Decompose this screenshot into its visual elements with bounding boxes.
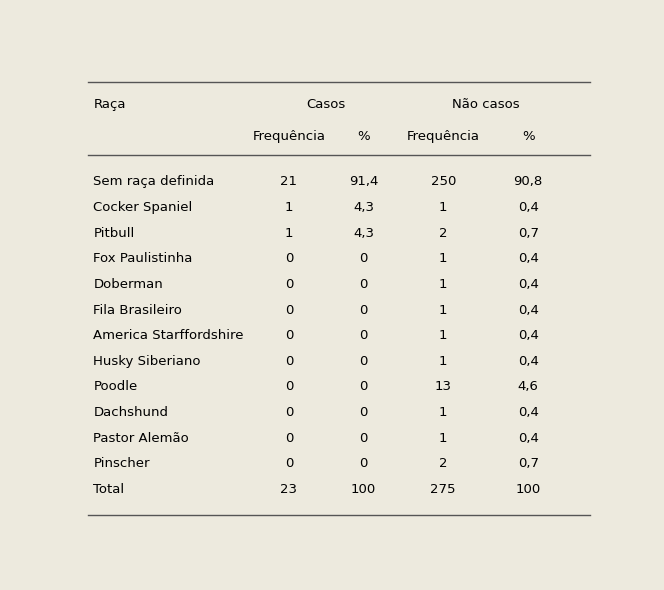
Text: Não casos: Não casos	[452, 99, 519, 112]
Text: 90,8: 90,8	[513, 175, 542, 188]
Text: Total: Total	[93, 483, 124, 496]
Text: Frequência: Frequência	[252, 130, 325, 143]
Text: 0,4: 0,4	[518, 406, 539, 419]
Text: 0: 0	[359, 355, 368, 368]
Text: 0,4: 0,4	[518, 329, 539, 342]
Text: 0,4: 0,4	[518, 355, 539, 368]
Text: 1: 1	[439, 432, 448, 445]
Text: Husky Siberiano: Husky Siberiano	[93, 355, 201, 368]
Text: 0: 0	[359, 304, 368, 317]
Text: 1: 1	[285, 201, 293, 214]
Text: 0: 0	[285, 457, 293, 470]
Text: 0: 0	[285, 432, 293, 445]
Text: 0: 0	[285, 406, 293, 419]
Text: Pastor Alemão: Pastor Alemão	[93, 432, 189, 445]
Text: America Starffordshire: America Starffordshire	[93, 329, 244, 342]
Text: Pinscher: Pinscher	[93, 457, 150, 470]
Text: 0,4: 0,4	[518, 432, 539, 445]
Text: 1: 1	[285, 227, 293, 240]
Text: %: %	[522, 130, 535, 143]
Text: 0: 0	[285, 253, 293, 266]
Text: 0: 0	[359, 329, 368, 342]
Text: 0: 0	[285, 304, 293, 317]
Text: 0: 0	[285, 381, 293, 394]
Text: 1: 1	[439, 278, 448, 291]
Text: 100: 100	[351, 483, 376, 496]
Text: 100: 100	[515, 483, 540, 496]
Text: 0,4: 0,4	[518, 201, 539, 214]
Text: Dachshund: Dachshund	[93, 406, 168, 419]
Text: 1: 1	[439, 253, 448, 266]
Text: 0,4: 0,4	[518, 278, 539, 291]
Text: 0: 0	[359, 457, 368, 470]
Text: Poodle: Poodle	[93, 381, 137, 394]
Text: 250: 250	[430, 175, 456, 188]
Text: 1: 1	[439, 304, 448, 317]
Text: 0: 0	[285, 329, 293, 342]
Text: 91,4: 91,4	[349, 175, 378, 188]
Text: 4,3: 4,3	[353, 201, 374, 214]
Text: 0: 0	[285, 278, 293, 291]
Text: Raça: Raça	[93, 99, 125, 112]
Text: Fila Brasileiro: Fila Brasileiro	[93, 304, 182, 317]
Text: Cocker Spaniel: Cocker Spaniel	[93, 201, 193, 214]
Text: 0,7: 0,7	[518, 227, 539, 240]
Text: 0: 0	[285, 355, 293, 368]
Text: 0: 0	[359, 278, 368, 291]
Text: 21: 21	[280, 175, 297, 188]
Text: 23: 23	[280, 483, 297, 496]
Text: Casos: Casos	[307, 99, 346, 112]
Text: 275: 275	[430, 483, 456, 496]
Text: Frequência: Frequência	[407, 130, 479, 143]
Text: Fox Paulistinha: Fox Paulistinha	[93, 253, 193, 266]
Text: 1: 1	[439, 201, 448, 214]
Text: 2: 2	[439, 457, 448, 470]
Text: Doberman: Doberman	[93, 278, 163, 291]
Text: 4,3: 4,3	[353, 227, 374, 240]
Text: 1: 1	[439, 355, 448, 368]
Text: Sem raça definida: Sem raça definida	[93, 175, 214, 188]
Text: Pitbull: Pitbull	[93, 227, 135, 240]
Text: 0: 0	[359, 432, 368, 445]
Text: 13: 13	[435, 381, 452, 394]
Text: 1: 1	[439, 329, 448, 342]
Text: 0,4: 0,4	[518, 304, 539, 317]
Text: 0,4: 0,4	[518, 253, 539, 266]
Text: %: %	[357, 130, 370, 143]
Text: 0,7: 0,7	[518, 457, 539, 470]
Text: 0: 0	[359, 253, 368, 266]
Text: 4,6: 4,6	[518, 381, 539, 394]
Text: 0: 0	[359, 406, 368, 419]
Text: 1: 1	[439, 406, 448, 419]
Text: 2: 2	[439, 227, 448, 240]
Text: 0: 0	[359, 381, 368, 394]
